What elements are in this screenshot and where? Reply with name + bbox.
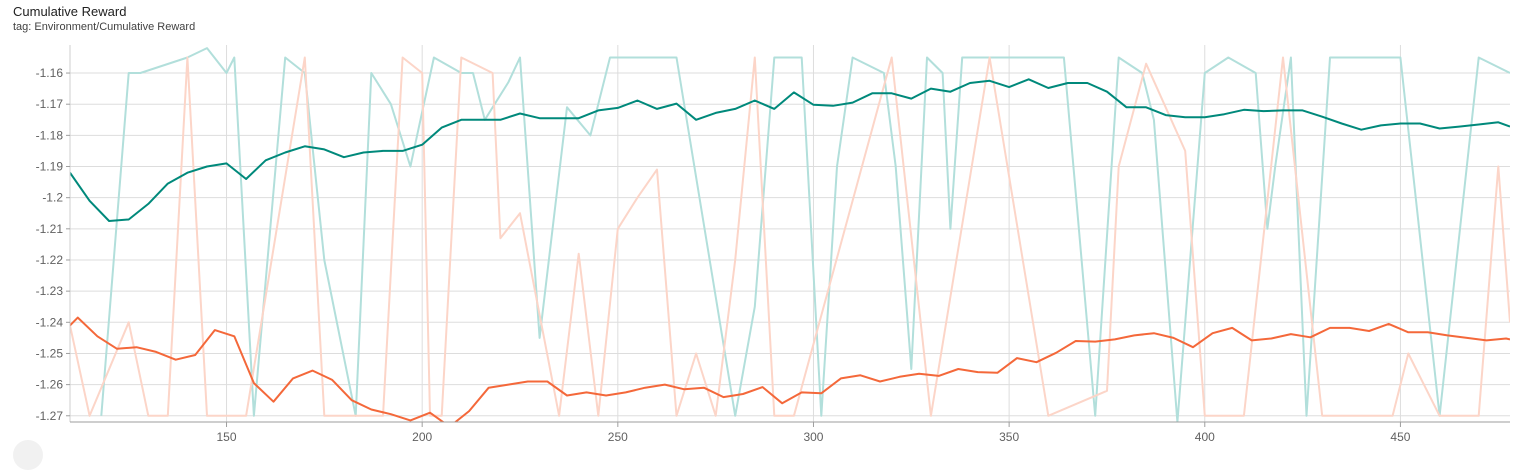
smoothed-series-line-1 — [70, 78, 1510, 222]
tick-labels: -1.16 -1.17 -1.18 -1.19 -1.2 -1.21 -1.22 -1.23 -… — [36, 66, 1411, 444]
x-tick-label: 350 — [999, 430, 1019, 444]
y-tick-label: -1.16 — [36, 66, 64, 80]
y-tick-label: -1.23 — [36, 284, 64, 298]
y-tick-label: -1.26 — [36, 378, 64, 392]
x-tick-label: 400 — [1195, 430, 1215, 444]
raw-series-line-1 — [100, 47, 1510, 422]
y-tick-label: -1.17 — [36, 97, 64, 111]
y-tick-label: -1.27 — [36, 409, 64, 423]
fit-domain-button[interactable] — [13, 440, 43, 470]
chart-subtitle: tag: Environment/Cumulative Reward — [13, 21, 196, 33]
y-tick-label: -1.19 — [36, 160, 64, 174]
x-tick-label: 150 — [217, 430, 237, 444]
y-tick-label: -1.22 — [36, 253, 64, 267]
y-tick-label: -1.2 — [42, 191, 63, 205]
smoothed-series-lines — [70, 78, 1510, 422]
smoothed-series-line-2 — [70, 316, 1510, 422]
x-tick-label: 200 — [412, 430, 432, 444]
axes — [69, 45, 1510, 423]
chart-title: Cumulative Reward — [13, 4, 127, 19]
raw-series-line-2 — [70, 56, 1510, 417]
x-tick-label: 250 — [608, 430, 628, 444]
x-tick-label: 450 — [1390, 430, 1410, 444]
y-tick-label: -1.25 — [36, 346, 64, 360]
raw-series-lines — [70, 47, 1510, 422]
y-tick-label: -1.24 — [36, 315, 64, 329]
x-tick-label: 300 — [803, 430, 823, 444]
y-tick-label: -1.21 — [36, 222, 64, 236]
grid — [70, 45, 1510, 422]
y-tick-label: -1.18 — [36, 128, 64, 142]
cumulative-reward-chart: -1.16 -1.17 -1.18 -1.19 -1.2 -1.21 -1.22 -1.23 -… — [36, 45, 1510, 444]
